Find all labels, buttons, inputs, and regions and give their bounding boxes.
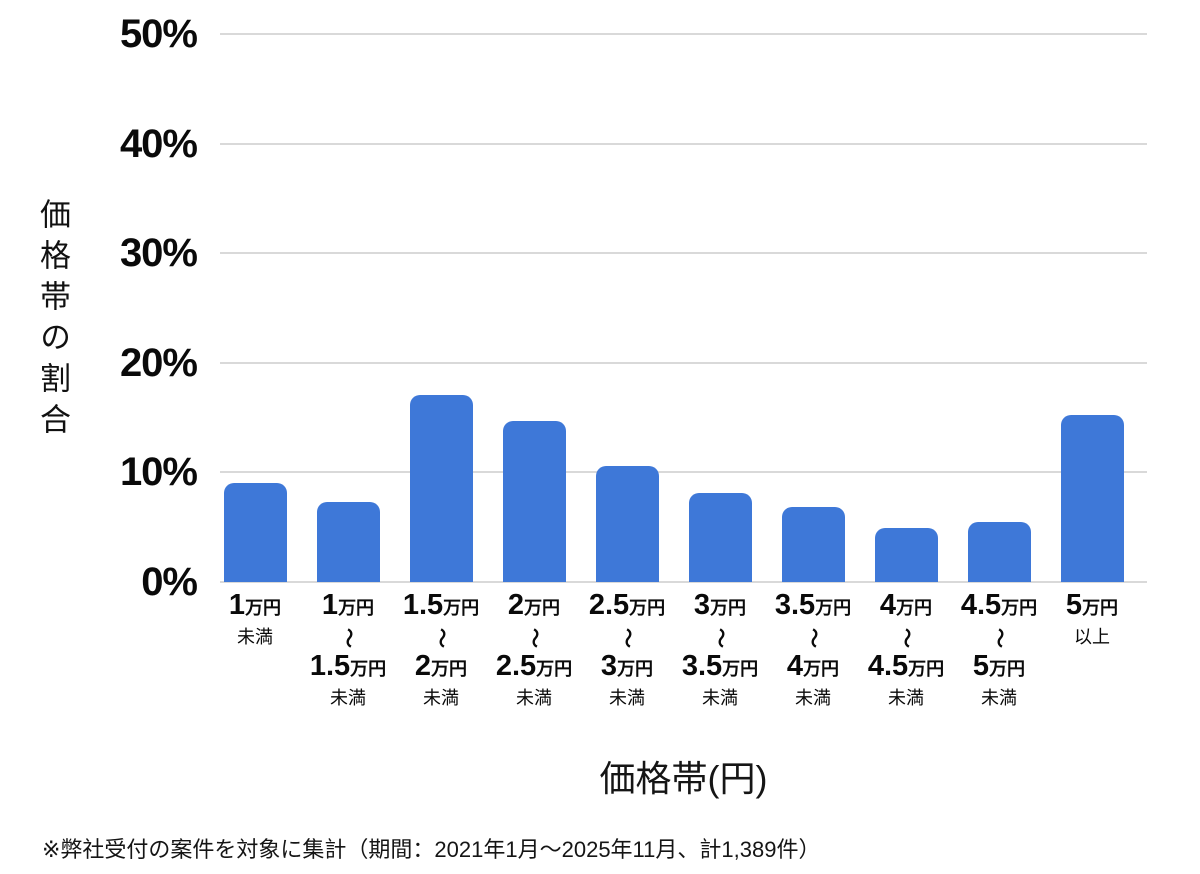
bar-4.5万円〜5万円未満	[967, 521, 1031, 582]
x-label-bottom-line: 5万円	[972, 650, 1026, 682]
x-label-top-line: 5万円	[1065, 589, 1119, 621]
x-label-note: 未満	[516, 688, 552, 708]
x-label-bottom-line: 4万円	[786, 650, 840, 682]
y-tick-label-10: 10%	[119, 450, 198, 495]
bar-3.5万円〜4万円未満	[781, 507, 845, 582]
x-category-label-3万円〜3.5万円未満: 3万円〜 3.5万円 未満	[654, 590, 786, 710]
bar-5万円以上	[1060, 415, 1124, 582]
bar-3万円〜3.5万円未満	[688, 493, 752, 582]
x-label-note: 未満	[330, 688, 366, 708]
gridline-10	[220, 471, 1147, 474]
x-category-label-4万円〜4.5万円未満: 4万円〜 4.5万円 未満	[840, 590, 972, 710]
x-label-bottom-line: 4.5万円	[867, 650, 945, 682]
x-label-note: 未満	[981, 688, 1017, 708]
x-label-top-line: 1.5万円	[402, 589, 480, 621]
x-label-bottom-line: 3.5万円	[681, 650, 759, 682]
y-tick-label-20: 20%	[119, 340, 198, 385]
x-label-note: 未満	[237, 627, 273, 647]
x-category-label-3.5万円〜4万円未満: 3.5万円〜 4万円 未満	[747, 590, 879, 710]
bar-1.5万円〜2万円未満	[409, 394, 473, 582]
gridline-40	[220, 142, 1147, 145]
x-label-note: 以上	[1074, 627, 1110, 647]
x-label-top-line: 3.5万円	[774, 589, 852, 621]
x-label-top-line: 1万円	[321, 589, 375, 621]
y-tick-label-30: 30%	[119, 231, 198, 276]
bar-1万円未満	[223, 483, 287, 582]
footnote: ※弊社受付の案件を対象に集計（期間：2021年1月～2025年11月、計1,38…	[42, 837, 821, 862]
x-category-label-4.5万円〜5万円未満: 4.5万円〜 5万円 未満	[933, 590, 1065, 710]
x-label-note: 未満	[795, 688, 831, 708]
x-category-label-1万円〜1.5万円未満: 1万円〜 1.5万円 未満	[282, 590, 414, 710]
x-label-top-line: 2万円	[507, 589, 561, 621]
gridline-50	[220, 33, 1147, 35]
x-label-bottom-line: 1.5万円	[309, 650, 387, 682]
x-category-label-2万円〜2.5万円未満: 2万円〜 2.5万円 未満	[468, 590, 600, 710]
x-label-note: 未満	[423, 688, 459, 708]
x-label-note: 未満	[609, 688, 645, 708]
x-category-label-1万円未満: 1万円未満	[189, 590, 321, 649]
x-label-note: 未満	[888, 688, 924, 708]
x-label-note: 未満	[702, 688, 738, 708]
x-label-top-line: 4万円	[879, 589, 933, 621]
x-label-top-line: 2.5万円	[588, 589, 666, 621]
bar-2万円〜2.5万円未満	[502, 420, 566, 582]
y-tick-label-50: 50%	[119, 12, 198, 56]
x-label-bottom-line: 3万円	[600, 650, 654, 682]
gridline-0	[220, 581, 1147, 583]
gridline-20	[220, 361, 1147, 364]
x-label-bottom-line: 2万円	[414, 650, 468, 682]
y-tick-label-40: 40%	[119, 121, 198, 166]
bar-1万円〜1.5万円未満	[316, 501, 380, 582]
x-label-top-line: 3万円	[693, 589, 747, 621]
bar-2.5万円〜3万円未満	[595, 465, 659, 582]
bar-4万円〜4.5万円未満	[874, 528, 938, 582]
x-category-label-2.5万円〜3万円未満: 2.5万円〜 3万円 未満	[561, 590, 693, 710]
y-axis-title: 価格帯の割合	[35, 198, 70, 444]
x-category-label-5万円以上: 5万円以上	[1026, 590, 1158, 649]
x-label-top-line: 1万円	[228, 589, 282, 621]
y-tick-label-0: 0%	[141, 560, 198, 604]
x-label-bottom-line: 2.5万円	[495, 650, 573, 682]
gridline-30	[220, 252, 1147, 255]
x-category-label-1.5万円〜2万円未満: 1.5万円〜 2万円 未満	[375, 590, 507, 710]
x-axis-title: 価格帯(円)	[599, 758, 768, 799]
x-label-top-line: 4.5万円	[960, 589, 1038, 621]
